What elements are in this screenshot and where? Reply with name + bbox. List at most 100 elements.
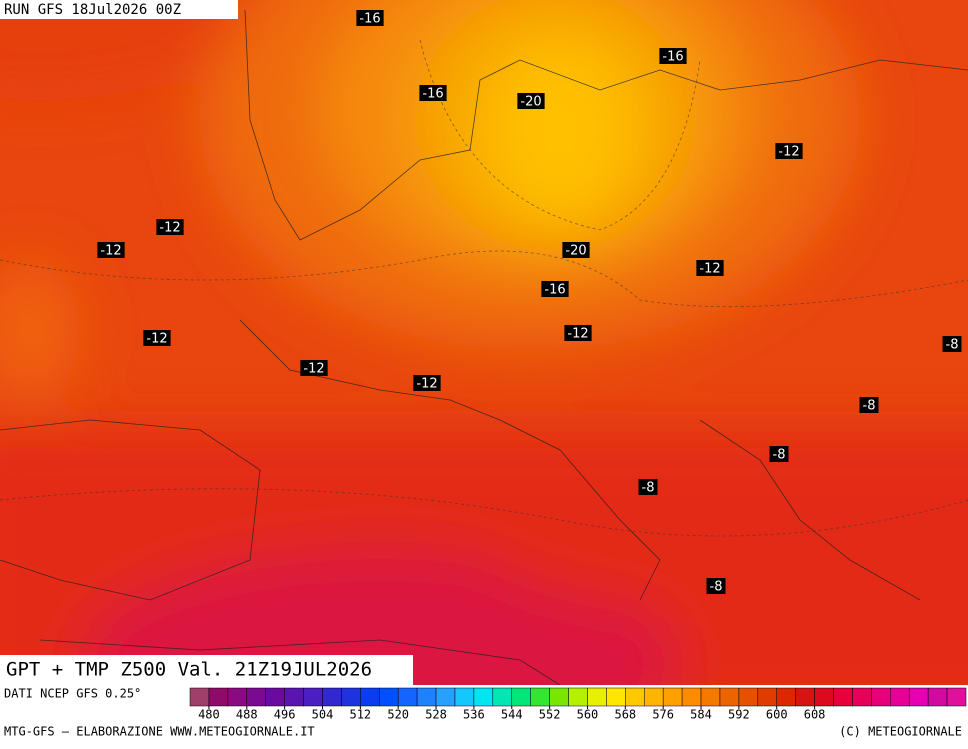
contour-label: -12 bbox=[416, 377, 437, 392]
run-box bbox=[0, 0, 238, 19]
contour-label-box bbox=[859, 397, 879, 413]
contour-label: -12 bbox=[159, 221, 180, 236]
contour-label: -16 bbox=[359, 12, 380, 27]
contour-label-box bbox=[156, 219, 184, 235]
colorbar-swatch bbox=[795, 687, 815, 707]
colorbar-tick-label: 520 bbox=[387, 708, 409, 722]
colorbar-swatch bbox=[606, 687, 626, 707]
contour-label-box bbox=[942, 336, 962, 352]
contour-label: -12 bbox=[567, 327, 588, 342]
contour-label: -8 bbox=[773, 448, 786, 463]
contour-label: -16 bbox=[662, 50, 683, 65]
colorbar-swatch bbox=[284, 687, 304, 707]
contour-label-box bbox=[419, 85, 447, 101]
credit-label: MTG-GFS — ELABORAZIONE WWW.METEOGIORNALE… bbox=[4, 725, 315, 739]
contour-label-box bbox=[564, 325, 592, 341]
colorbar-swatch bbox=[530, 687, 550, 707]
contour-label-box bbox=[638, 479, 658, 495]
colorbar-swatch bbox=[719, 687, 740, 707]
colorbar-tick-label: 504 bbox=[312, 708, 334, 722]
contour-label: -8 bbox=[946, 338, 959, 353]
contour-label: -12 bbox=[146, 332, 167, 347]
contour-label-box bbox=[143, 330, 171, 346]
colorbar-swatch bbox=[625, 687, 645, 707]
contour-label-box bbox=[356, 10, 384, 26]
colorbar-swatch bbox=[871, 687, 891, 707]
contour-label-box bbox=[696, 260, 724, 276]
colorbar-swatch bbox=[757, 687, 777, 707]
colorbar-swatch bbox=[435, 687, 456, 707]
colorbar-tick-label: 584 bbox=[690, 708, 712, 722]
colorbar-swatch bbox=[946, 687, 967, 707]
contour-label: -12 bbox=[303, 362, 324, 377]
colorbar-swatch bbox=[341, 687, 361, 707]
colorbar-swatch bbox=[662, 687, 683, 707]
contour-label: -12 bbox=[699, 262, 720, 277]
contour-label: -16 bbox=[422, 87, 443, 102]
colorbar-swatch bbox=[473, 687, 494, 707]
colorbar-swatch bbox=[360, 687, 380, 707]
contour-label-box bbox=[562, 242, 590, 258]
colorbar-tick-label: 528 bbox=[425, 708, 447, 722]
colorbar-swatch bbox=[776, 687, 796, 707]
colorbar-swatch bbox=[890, 687, 910, 707]
contour-label-box bbox=[517, 93, 545, 109]
colorbar-swatch bbox=[927, 687, 948, 707]
colorbar-swatch bbox=[416, 687, 437, 707]
colorbar-swatch bbox=[549, 687, 569, 707]
colorbar-tick-label: 512 bbox=[349, 708, 371, 722]
colorbar-swatch bbox=[246, 687, 266, 707]
run-label: RUN GFS 18Jul2026 00Z bbox=[4, 2, 181, 18]
colorbar-swatch bbox=[397, 687, 418, 707]
colorbar-swatch bbox=[265, 687, 285, 707]
contour-label: -8 bbox=[863, 399, 876, 414]
colorbar-tick-label: 560 bbox=[577, 708, 599, 722]
colorbar-swatch bbox=[208, 687, 229, 707]
contour-label: -8 bbox=[642, 481, 655, 496]
contour-label-box bbox=[541, 281, 569, 297]
colorbar-swatch bbox=[568, 687, 588, 707]
contour-label: -20 bbox=[520, 95, 541, 110]
colorbar-swatch bbox=[303, 687, 323, 707]
colorbar-tick-label: 600 bbox=[766, 708, 788, 722]
colorbar-swatch bbox=[189, 687, 210, 707]
colorbar-swatch bbox=[643, 687, 664, 707]
colorbar-swatch bbox=[833, 687, 853, 707]
contour-label-box bbox=[769, 446, 789, 462]
colorbar-tick-label: 480 bbox=[198, 708, 220, 722]
colorbar-swatch bbox=[681, 687, 702, 707]
colorbar-tick-label: 496 bbox=[274, 708, 296, 722]
map-title: GPT + TMP Z500 Val. 21Z19JUL2026 bbox=[6, 659, 372, 681]
colorbar-swatch bbox=[700, 687, 721, 707]
colorbar-tick-label: 568 bbox=[614, 708, 636, 722]
contour-label: -8 bbox=[710, 580, 723, 595]
source-label: DATI NCEP GFS 0.25° bbox=[4, 687, 141, 701]
colorbar-swatch bbox=[511, 687, 531, 707]
contour-label: -20 bbox=[565, 244, 586, 259]
colorbar-swatch bbox=[322, 687, 342, 707]
title-box bbox=[0, 655, 413, 685]
colorbar-tick-label: 592 bbox=[728, 708, 750, 722]
contour-label: -16 bbox=[544, 283, 565, 298]
colorbar-swatch bbox=[814, 687, 834, 707]
colorbar-tick-label: 544 bbox=[501, 708, 523, 722]
colorbar-tick-label: 608 bbox=[804, 708, 826, 722]
contour-label-box bbox=[659, 48, 687, 64]
colorbar-swatch bbox=[738, 687, 759, 707]
contour-label-box bbox=[775, 143, 803, 159]
copyright-label: (C) METEOGIORNALE bbox=[839, 725, 962, 739]
contour-label-box bbox=[706, 578, 726, 594]
colorbar-tick-label: 536 bbox=[463, 708, 485, 722]
colorbar-tick-label: 576 bbox=[652, 708, 674, 722]
colorbar-tick-label: 488 bbox=[236, 708, 258, 722]
colorbar-swatch bbox=[587, 687, 607, 707]
colorbar-swatch bbox=[908, 687, 929, 707]
colorbar-swatch bbox=[227, 687, 248, 707]
contour-label-box bbox=[413, 375, 441, 391]
colorbar-swatch bbox=[379, 687, 399, 707]
colorbar-swatch bbox=[492, 687, 513, 707]
contour-label-box bbox=[97, 242, 125, 258]
contour-label: -12 bbox=[100, 244, 121, 259]
